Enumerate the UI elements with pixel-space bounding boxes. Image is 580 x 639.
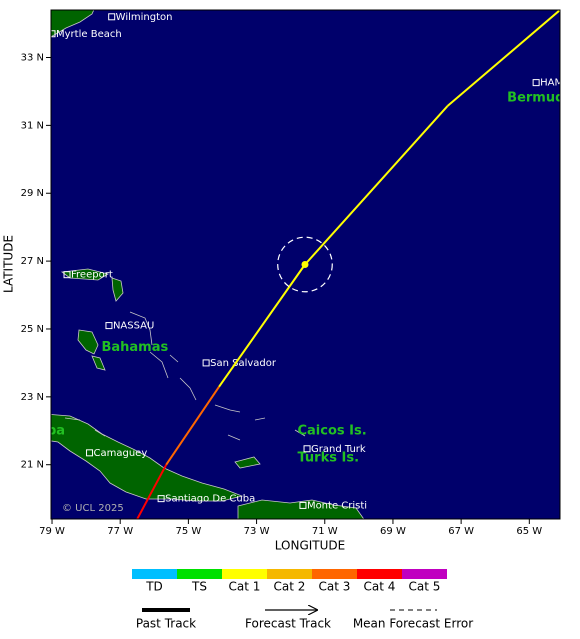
legend-label: Cat 5 bbox=[409, 580, 441, 594]
region-label: Cuba bbox=[28, 423, 65, 438]
x-tick-label: 71 W bbox=[312, 526, 338, 537]
legend-swatch bbox=[402, 569, 447, 579]
us-coast bbox=[51, 10, 95, 38]
y-tick-label: 27 N bbox=[21, 256, 44, 267]
legend-label: TS bbox=[191, 580, 207, 594]
track-segment bbox=[165, 386, 220, 466]
abaco bbox=[111, 277, 124, 302]
y-tick-label: 31 N bbox=[21, 120, 44, 131]
grand-bahama bbox=[60, 268, 110, 281]
x-tick-label: 65 W bbox=[516, 526, 542, 537]
track-segment bbox=[304, 105, 449, 266]
plot-frame bbox=[50, 9, 561, 520]
hispaniola bbox=[237, 499, 365, 519]
copyright: © UCL 2025 bbox=[62, 503, 124, 514]
x-axis-title: LONGITUDE bbox=[275, 539, 345, 553]
x-tick-label: 67 W bbox=[448, 526, 474, 537]
legend-swatch bbox=[312, 569, 357, 579]
city-label: Freeport bbox=[71, 270, 113, 281]
legend-line-label: Past Track bbox=[136, 617, 196, 631]
legend-label: Cat 3 bbox=[319, 580, 351, 594]
y-axis-title: LATITUDE bbox=[2, 235, 16, 293]
region-label: Bermuda bbox=[507, 91, 573, 106]
x-tick-label: 69 W bbox=[380, 526, 406, 537]
legend-swatch bbox=[222, 569, 267, 579]
legend-line-label: Mean Forecast Error bbox=[353, 617, 473, 631]
current-position bbox=[301, 261, 309, 268]
andros bbox=[77, 329, 99, 355]
city-label: Myrtle Beach bbox=[56, 29, 122, 40]
cuba bbox=[51, 414, 244, 502]
y-tick-label: 29 N bbox=[21, 188, 44, 199]
y-tick-label: 25 N bbox=[21, 324, 44, 335]
legend-label: Cat 4 bbox=[364, 580, 396, 594]
city-label: HAMILTON bbox=[540, 78, 580, 89]
x-tick-label: 75 W bbox=[175, 526, 201, 537]
track-segment bbox=[446, 10, 560, 107]
legend-swatch bbox=[267, 569, 312, 579]
city-marker bbox=[108, 13, 116, 21]
city-marker bbox=[51, 30, 56, 38]
city-marker bbox=[299, 501, 307, 509]
inagua bbox=[234, 456, 261, 469]
legend-label: Cat 1 bbox=[229, 580, 261, 594]
track-segment bbox=[136, 464, 168, 519]
andros-south bbox=[91, 355, 106, 371]
y-tick-label: 21 N bbox=[21, 460, 44, 471]
error-circle bbox=[277, 236, 333, 293]
city-label: Camaguey bbox=[94, 448, 148, 459]
city-marker bbox=[63, 271, 71, 279]
city-label: NASSAU bbox=[113, 321, 154, 332]
legend-swatch bbox=[132, 569, 177, 579]
city-label: Grand Turk bbox=[311, 444, 366, 455]
legend-swatch bbox=[177, 569, 222, 579]
legend-swatch bbox=[357, 569, 402, 579]
legend-label: TD bbox=[145, 580, 163, 594]
city-label: Monte Cristi bbox=[307, 500, 367, 511]
city-marker bbox=[202, 359, 210, 367]
city-marker bbox=[532, 79, 540, 87]
city-label: Wilmington bbox=[116, 12, 173, 23]
x-tick-label: 77 W bbox=[107, 526, 133, 537]
track-segment bbox=[218, 263, 306, 388]
city-label: San Salvador bbox=[210, 358, 277, 369]
legend-line-label: Forecast Track bbox=[245, 617, 331, 631]
map-area: Bermuda Bahamas Caicos Is. Turks Is. Cuba Wil… bbox=[28, 10, 580, 519]
island-banks bbox=[64, 311, 306, 441]
city-marker bbox=[157, 495, 165, 503]
legend-label: Cat 2 bbox=[274, 580, 306, 594]
region-label: Caicos Is. bbox=[297, 423, 366, 438]
y-tick-label: 33 N bbox=[21, 53, 44, 64]
city-marker bbox=[105, 322, 113, 330]
x-tick-label: 79 W bbox=[39, 526, 65, 537]
city-marker bbox=[86, 449, 94, 457]
city-label: Santiago De Cuba bbox=[165, 494, 255, 505]
region-label: Bahamas bbox=[101, 340, 168, 355]
city-marker bbox=[303, 445, 311, 453]
x-tick-label: 73 W bbox=[244, 526, 270, 537]
region-label: Turks Is. bbox=[297, 450, 359, 465]
y-tick-label: 23 N bbox=[21, 392, 44, 403]
